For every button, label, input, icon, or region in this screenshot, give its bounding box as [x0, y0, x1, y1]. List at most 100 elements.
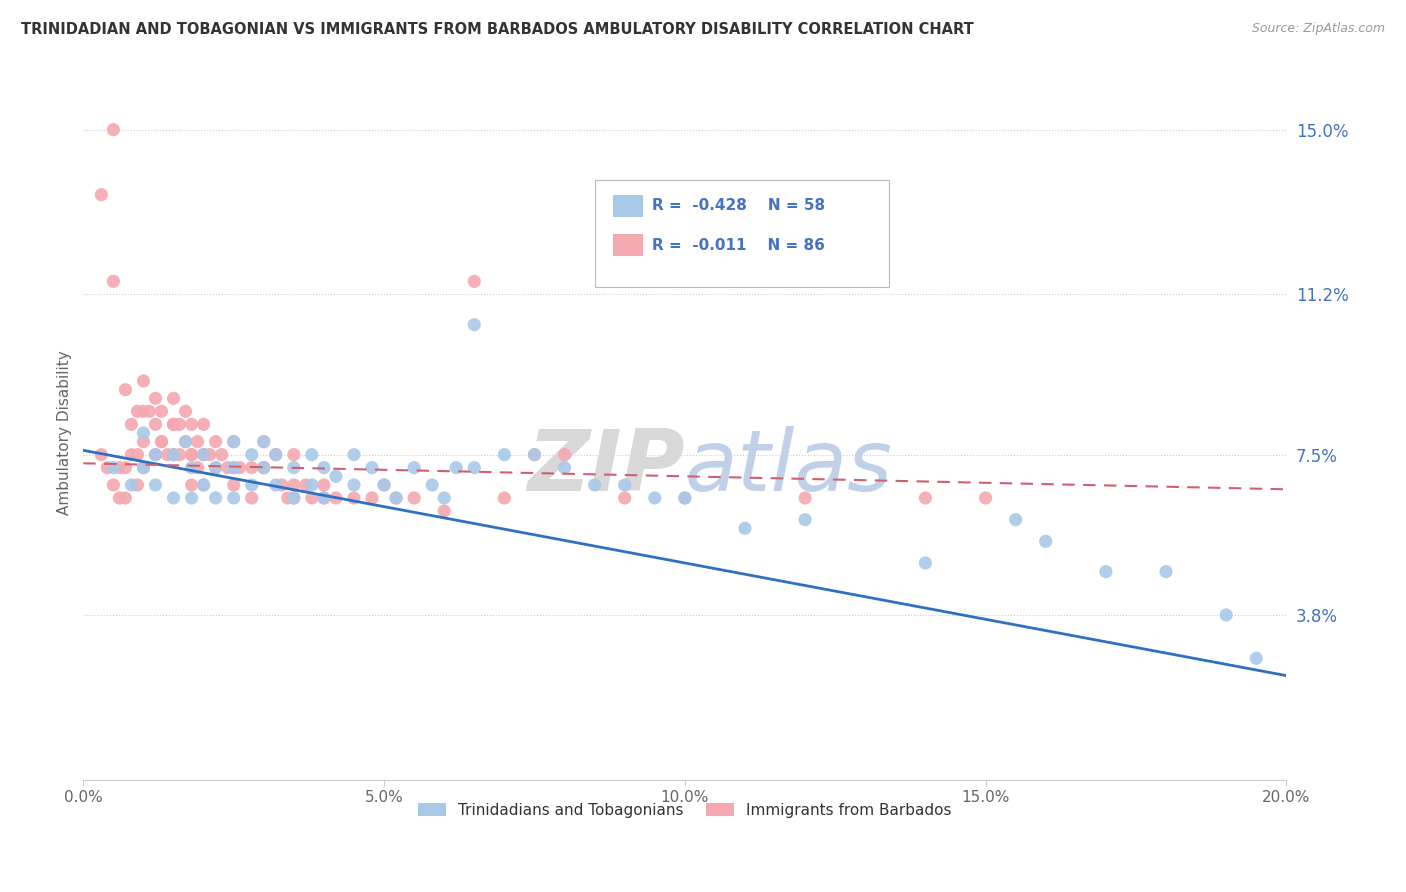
Point	[114, 460, 136, 475]
Point	[180, 448, 202, 462]
Point	[264, 448, 287, 462]
Point	[103, 460, 125, 475]
Point	[132, 425, 155, 440]
Point	[174, 434, 197, 449]
Text: atlas: atlas	[685, 426, 893, 509]
Point	[734, 521, 756, 535]
Point	[1215, 607, 1237, 622]
Point	[108, 491, 131, 505]
Y-axis label: Ambulatory Disability: Ambulatory Disability	[58, 351, 72, 516]
Point	[150, 434, 173, 449]
Point	[583, 478, 606, 492]
Point	[373, 478, 395, 492]
Text: ZIP: ZIP	[527, 426, 685, 509]
Point	[150, 404, 173, 418]
Point	[145, 478, 167, 492]
Point	[301, 478, 323, 492]
Point	[613, 478, 636, 492]
Point	[385, 491, 408, 505]
Text: TRINIDADIAN AND TOBAGONIAN VS IMMIGRANTS FROM BARBADOS AMBULATORY DISABILITY COR: TRINIDADIAN AND TOBAGONIAN VS IMMIGRANTS…	[21, 22, 974, 37]
Point	[420, 478, 443, 492]
Point	[312, 491, 335, 505]
Point	[554, 448, 576, 462]
Point	[404, 491, 426, 505]
Point	[180, 448, 202, 462]
Point	[132, 374, 155, 388]
Point	[264, 448, 287, 462]
Point	[127, 478, 149, 492]
Point	[222, 478, 245, 492]
Point	[193, 448, 215, 462]
Point	[204, 460, 226, 475]
Point	[103, 478, 125, 492]
Point	[325, 491, 347, 505]
Point	[240, 491, 263, 505]
Point	[240, 460, 263, 475]
Point	[270, 478, 292, 492]
Point	[361, 460, 384, 475]
Point	[295, 478, 318, 492]
Point	[794, 491, 817, 505]
Point	[277, 491, 299, 505]
Point	[361, 491, 384, 505]
Point	[193, 417, 215, 432]
Point	[204, 460, 226, 475]
Point	[283, 478, 305, 492]
Point	[132, 460, 155, 475]
Point	[145, 448, 167, 462]
Point	[162, 417, 184, 432]
Text: R =  -0.428    N = 58: R = -0.428 N = 58	[652, 198, 825, 213]
Point	[103, 274, 125, 288]
Point	[103, 122, 125, 136]
Point	[523, 448, 546, 462]
Point	[613, 491, 636, 505]
Point	[120, 478, 142, 492]
Point	[156, 448, 179, 462]
Point	[312, 491, 335, 505]
Point	[228, 460, 250, 475]
Point	[914, 491, 936, 505]
Point	[180, 460, 202, 475]
Point	[145, 448, 167, 462]
Point	[96, 460, 118, 475]
Point	[222, 460, 245, 475]
Point	[162, 491, 184, 505]
Point	[914, 556, 936, 570]
Point	[301, 448, 323, 462]
Point	[211, 448, 233, 462]
Point	[204, 434, 226, 449]
Point	[120, 448, 142, 462]
Point	[433, 491, 456, 505]
Point	[343, 448, 366, 462]
Point	[1035, 534, 1057, 549]
Point	[385, 491, 408, 505]
Point	[343, 491, 366, 505]
Point	[187, 460, 209, 475]
Point	[90, 448, 112, 462]
Point	[283, 491, 305, 505]
Point	[463, 460, 485, 475]
Point	[180, 417, 202, 432]
Point	[162, 392, 184, 406]
Point	[494, 448, 516, 462]
Point	[494, 491, 516, 505]
Point	[180, 478, 202, 492]
Point	[283, 491, 305, 505]
Point	[222, 434, 245, 449]
Point	[240, 478, 263, 492]
Point	[253, 460, 276, 475]
Point	[138, 404, 160, 418]
Point	[222, 491, 245, 505]
Point	[145, 392, 167, 406]
Point	[253, 460, 276, 475]
Point	[222, 460, 245, 475]
Point	[312, 460, 335, 475]
Point	[1095, 565, 1118, 579]
Point	[343, 478, 366, 492]
Point	[301, 491, 323, 505]
Point	[174, 434, 197, 449]
FancyBboxPatch shape	[613, 234, 643, 256]
Point	[644, 491, 666, 505]
Point	[174, 404, 197, 418]
Point	[145, 417, 167, 432]
